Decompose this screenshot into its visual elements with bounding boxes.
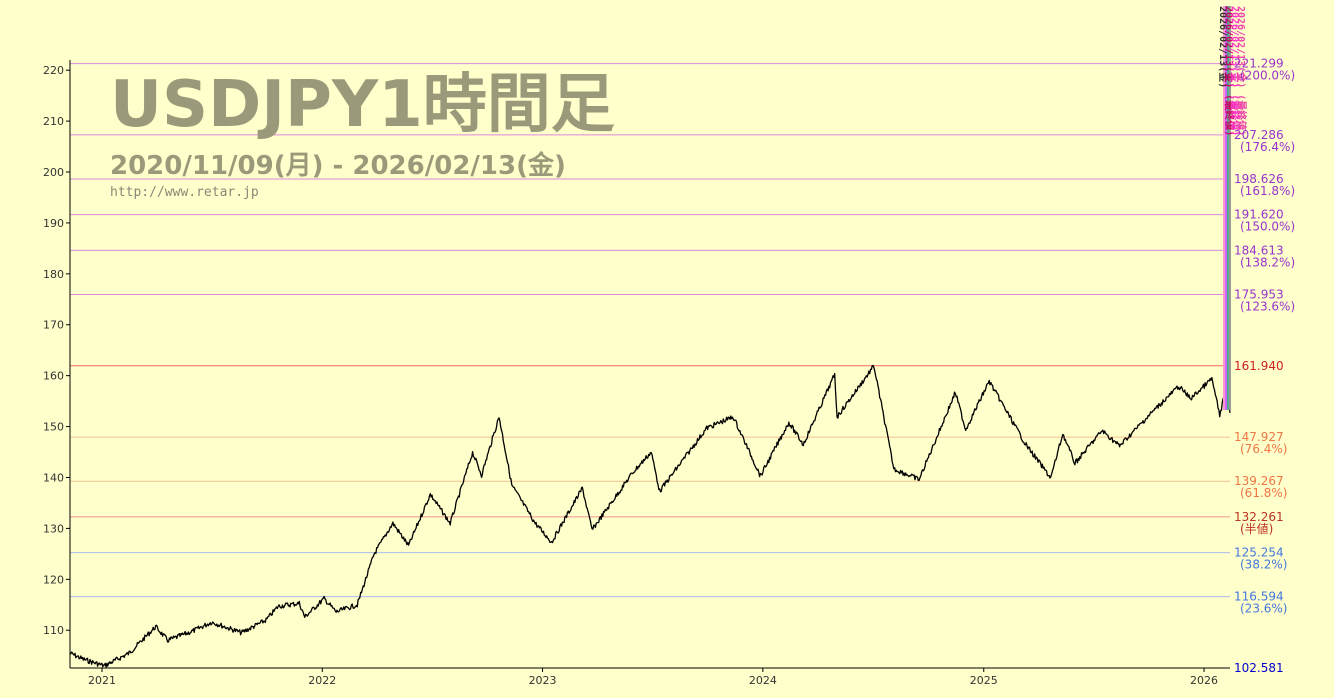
level-percent-label: (61.8%) — [1240, 486, 1287, 500]
y-tick-label: 120 — [43, 573, 64, 586]
level-value-label: 147.927 — [1234, 430, 1284, 444]
y-tick-label: 170 — [43, 319, 64, 332]
y-tick-label: 110 — [43, 624, 64, 637]
level-value-label: 198.626 — [1234, 172, 1284, 186]
level-value-label: 221.299 — [1234, 57, 1284, 71]
level-percent-label: (150.0%) — [1240, 220, 1295, 234]
level-value-label: 125.254 — [1234, 546, 1284, 560]
level-percent-label: (76.4%) — [1240, 442, 1287, 456]
x-tick-label: 2024 — [749, 674, 777, 687]
y-tick-label: 180 — [43, 268, 64, 281]
x-tick-label: 2023 — [529, 674, 557, 687]
level-value-label: 102.581 — [1234, 661, 1284, 675]
level-value-label: 132.261 — [1234, 510, 1284, 524]
y-tick-label: 150 — [43, 421, 64, 434]
y-tick-label: 140 — [43, 471, 64, 484]
level-value-label: 161.940 — [1234, 359, 1284, 373]
price-line — [69, 364, 1231, 668]
y-tick-label: 160 — [43, 370, 64, 383]
level-percent-label: (23.6%) — [1240, 602, 1287, 616]
level-labels: 221.299(200.0%) 207.286(176.4%) 198.626(16… — [1234, 57, 1295, 675]
x-tick-label: 2025 — [970, 674, 998, 687]
axes: 110 120 130 140 150 160 170 180 190 200 210 220 2021… — [43, 60, 1230, 687]
y-tick-label: 130 — [43, 522, 64, 535]
level-percent-label: (123.6%) — [1240, 299, 1295, 313]
latest-date-label: 2026/02/13(金) (最終値) — [1235, 6, 1248, 136]
level-value-label: 191.620 — [1234, 208, 1284, 222]
level-percent-label: (200.0%) — [1240, 69, 1295, 83]
site-url: http://www.retar.jp — [110, 185, 259, 200]
level-value-label: 184.613 — [1234, 243, 1284, 257]
x-tick-label: 2026 — [1190, 674, 1218, 687]
latest-date-label: 2026/02/13(金) (最終値) — [1223, 6, 1236, 136]
latest-markers: 2026/02/13(金)2026/02/13(金) (最終値)2026/02/… — [1217, 6, 1248, 410]
x-tick-label: 2022 — [308, 674, 336, 687]
latest-date-label: 2026/02/13(金) — [1217, 6, 1230, 88]
latest-date-label: 2026/02/13(金) (最終値) — [1229, 6, 1242, 136]
level-value-label: 175.953 — [1234, 287, 1284, 301]
level-percent-label: (38.2%) — [1240, 558, 1287, 572]
level-percent-label: (176.4%) — [1240, 140, 1295, 154]
level-percent-label: (138.2%) — [1240, 255, 1295, 269]
date-range: 2020/11/09(月) - 2026/02/13(金) — [110, 150, 566, 181]
level-percent-label: (161.8%) — [1240, 184, 1295, 198]
y-tick-label: 220 — [43, 64, 64, 77]
y-tick-label: 190 — [43, 217, 64, 230]
price-series — [69, 364, 1231, 668]
y-tick-label: 210 — [43, 115, 64, 128]
level-percent-label: (半値) — [1240, 521, 1273, 536]
level-value-label: 139.267 — [1234, 474, 1284, 488]
x-tick-label: 2021 — [88, 674, 116, 687]
level-value-label: 116.594 — [1234, 590, 1284, 604]
level-value-label: 207.286 — [1234, 128, 1284, 142]
y-tick-label: 200 — [43, 166, 64, 179]
chart-title: USDJPY1時間足 — [110, 68, 615, 142]
chart-header: USDJPY1時間足 2020/11/09(月) - 2026/02/13(金)… — [110, 68, 615, 200]
